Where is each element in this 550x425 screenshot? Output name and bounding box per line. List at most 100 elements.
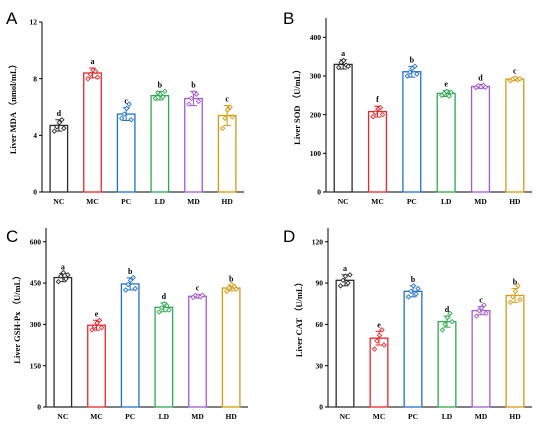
significance-letter: b: [191, 80, 196, 89]
y-axis-label: Liver GSH-Px （U/mL）: [12, 271, 22, 363]
significance-letter: b: [229, 274, 234, 283]
bar: [150, 95, 170, 193]
data-point: [156, 309, 163, 315]
data-point: [58, 273, 64, 279]
data-point: [159, 305, 165, 311]
data-point: [85, 75, 91, 82]
x-tick-label: HD: [226, 412, 238, 421]
x-tick-label: MD: [191, 412, 204, 421]
significance-letter: f: [376, 95, 379, 104]
data-point: [517, 296, 523, 303]
y-tick-label: 600: [30, 237, 42, 246]
panel-label: D: [283, 227, 295, 246]
data-point: [60, 269, 67, 276]
y-tick-label: 0: [37, 403, 41, 412]
bar: [333, 63, 353, 193]
significance-letter: d: [478, 74, 483, 83]
data-point: [410, 283, 417, 289]
significance-letter: b: [411, 275, 416, 284]
bar: [505, 78, 525, 193]
data-point: [473, 313, 480, 319]
data-point: [127, 277, 134, 284]
panel-b: B 0 100 200 300 400 Liver SOD （U/mL） a NC f MC b PC e…: [283, 9, 532, 206]
y-tick-label: 400: [310, 33, 322, 42]
data-point: [219, 125, 226, 131]
data-point: [483, 310, 489, 317]
bar: [505, 294, 525, 408]
data-point: [91, 323, 98, 330]
panel-a: A 0 4 8 12 Liver MDA （nmol/mL） d NC a MC c PC b LD b MD…: [6, 9, 244, 206]
data-point: [340, 277, 346, 284]
bar: [217, 114, 237, 193]
data-point: [512, 288, 519, 295]
data-point: [126, 101, 132, 107]
data-point: [446, 93, 452, 99]
data-point: [89, 327, 95, 333]
data-point: [407, 69, 413, 75]
significance-letter: a: [61, 262, 65, 271]
y-tick-label: 300: [310, 72, 322, 81]
data-point: [448, 89, 454, 95]
data-point: [342, 273, 349, 279]
data-point: [413, 291, 419, 297]
data-point: [166, 307, 172, 313]
x-tick-label: HD: [222, 197, 234, 206]
significance-letter: a: [343, 264, 347, 273]
data-point: [414, 71, 420, 77]
y-tick-label: 450: [30, 279, 42, 288]
data-point: [482, 84, 489, 90]
data-point: [222, 115, 228, 122]
data-point: [376, 332, 383, 339]
data-point: [517, 75, 523, 82]
data-point: [193, 91, 200, 97]
data-point: [94, 74, 101, 80]
data-point: [223, 288, 230, 295]
bar: [367, 110, 388, 193]
data-point: [370, 113, 376, 120]
significance-letter: e: [377, 320, 381, 329]
data-point: [444, 314, 451, 321]
panel-d: D 0 30 60 90 120 Liver CAT （U/mL） a NC e MC b PC d LD c…: [283, 227, 532, 421]
data-point: [55, 278, 62, 285]
data-point: [130, 274, 136, 281]
x-tick-label: NC: [57, 412, 68, 421]
x-tick-label: MC: [371, 197, 384, 206]
x-tick-label: PC: [407, 197, 417, 206]
data-point: [515, 283, 521, 289]
panel-c: C 0 150 300 450 600 Liver GSH-Px （U/mL） a NC e MC b…: [6, 227, 248, 421]
data-point: [412, 63, 418, 70]
x-tick-label: MC: [86, 197, 99, 206]
significance-letter: c: [196, 284, 200, 293]
data-point: [507, 299, 514, 306]
data-point: [372, 109, 379, 116]
x-tick-label: HD: [509, 412, 521, 421]
data-point: [442, 321, 448, 328]
x-tick-label: PC: [408, 412, 418, 421]
significance-letter: a: [341, 49, 345, 58]
data-point: [160, 94, 166, 100]
data-point: [371, 346, 378, 352]
significance-letter: a: [91, 57, 95, 66]
data-point: [125, 281, 131, 288]
data-point: [54, 124, 60, 130]
data-point: [476, 307, 482, 314]
bar: [49, 124, 69, 193]
data-point: [381, 342, 387, 348]
y-tick-label: 12: [30, 18, 38, 27]
bar: [335, 279, 355, 408]
data-point: [345, 63, 351, 70]
data-point: [226, 285, 232, 291]
significance-letter: e: [95, 309, 99, 318]
data-point: [404, 73, 411, 79]
data-point: [162, 88, 168, 95]
data-point: [439, 327, 446, 333]
data-point: [122, 287, 129, 293]
data-point: [157, 91, 164, 97]
x-tick-label: MC: [90, 412, 103, 421]
data-point: [335, 64, 342, 71]
data-point: [379, 327, 385, 333]
x-tick-label: MD: [187, 197, 200, 206]
data-point: [51, 128, 58, 134]
data-point: [188, 95, 195, 102]
